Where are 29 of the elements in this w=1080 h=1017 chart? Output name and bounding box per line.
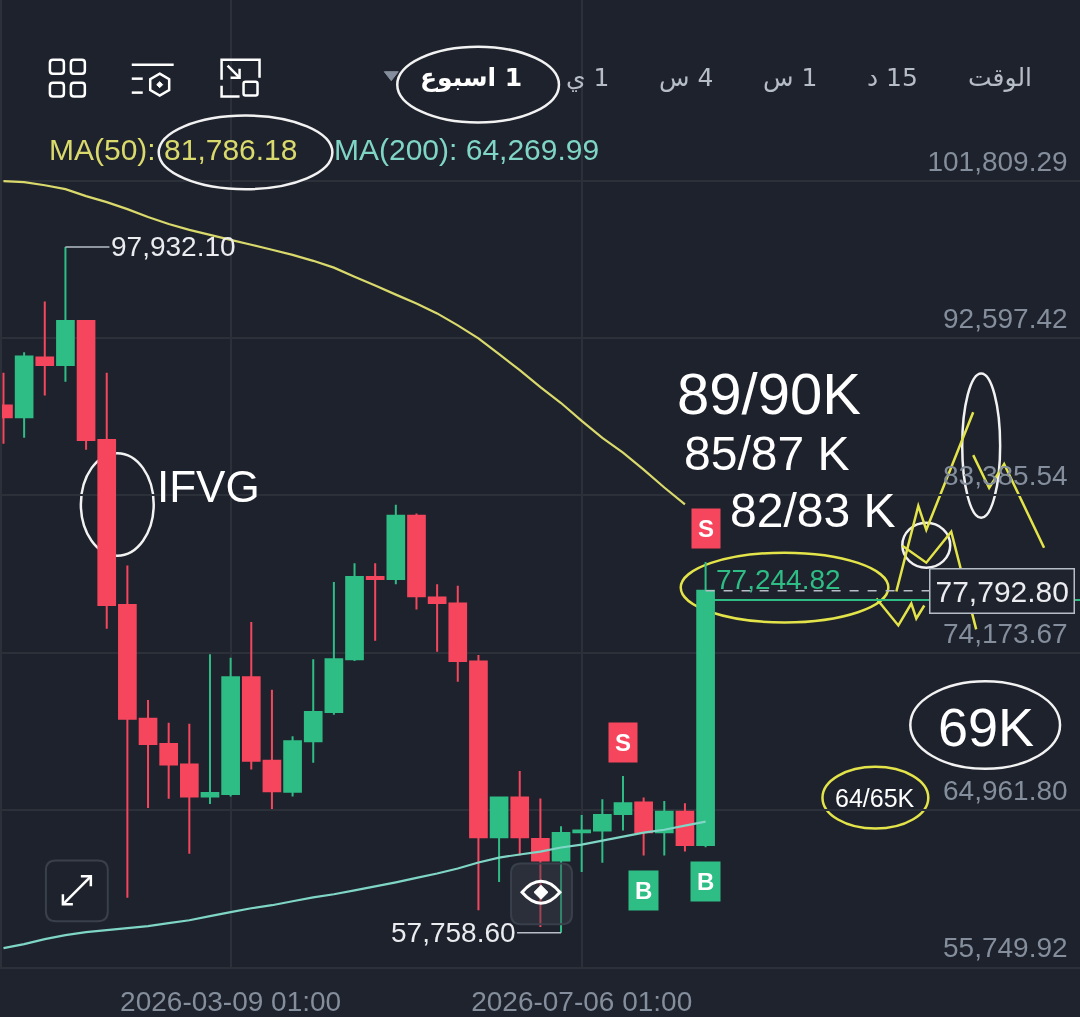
y-tick-label: 101,809.29 [927,145,1068,177]
annotation: الوقت [968,63,1032,92]
text: MA(200): 64,269.99 [334,133,600,166]
annotation: 69K [938,697,1035,757]
x-tick-label: 2026-03-09 01:00 [120,985,342,1017]
annotation: 1 اسبوع [420,63,523,93]
annotation: 85/87 K [684,427,850,480]
y-tick-label: 74,173.67 [943,617,1068,649]
annotation: 64/65K [835,784,915,812]
annotation: 1 س [763,63,818,92]
ref-line-label: 77,792.80 [935,574,1069,608]
annotation: B [635,877,653,904]
annotation: 4 س [659,63,714,92]
ref-line-label: 77,244.82 [716,564,841,595]
annotation: IFVG [157,462,260,511]
annotation: 1 ي [566,63,610,92]
annotation: 57,758.60 [391,917,516,948]
annotation: B [697,868,715,895]
series-label: MA(50): 81,786.18 [49,133,298,166]
annotation: 97,932.10 [111,231,236,262]
annotation: S [698,515,715,542]
y-tick-label: 55,749.92 [943,932,1068,964]
annotation: S [615,729,632,756]
x-tick-label: 2026-07-06 01:00 [471,985,693,1017]
annotation: 89/90K [677,361,862,426]
y-tick-label: 64,961.80 [943,774,1068,806]
annotation: 15 د [867,63,918,92]
annotation: 82/83 K [730,484,896,537]
y-tick-label: 92,597.42 [943,303,1068,335]
